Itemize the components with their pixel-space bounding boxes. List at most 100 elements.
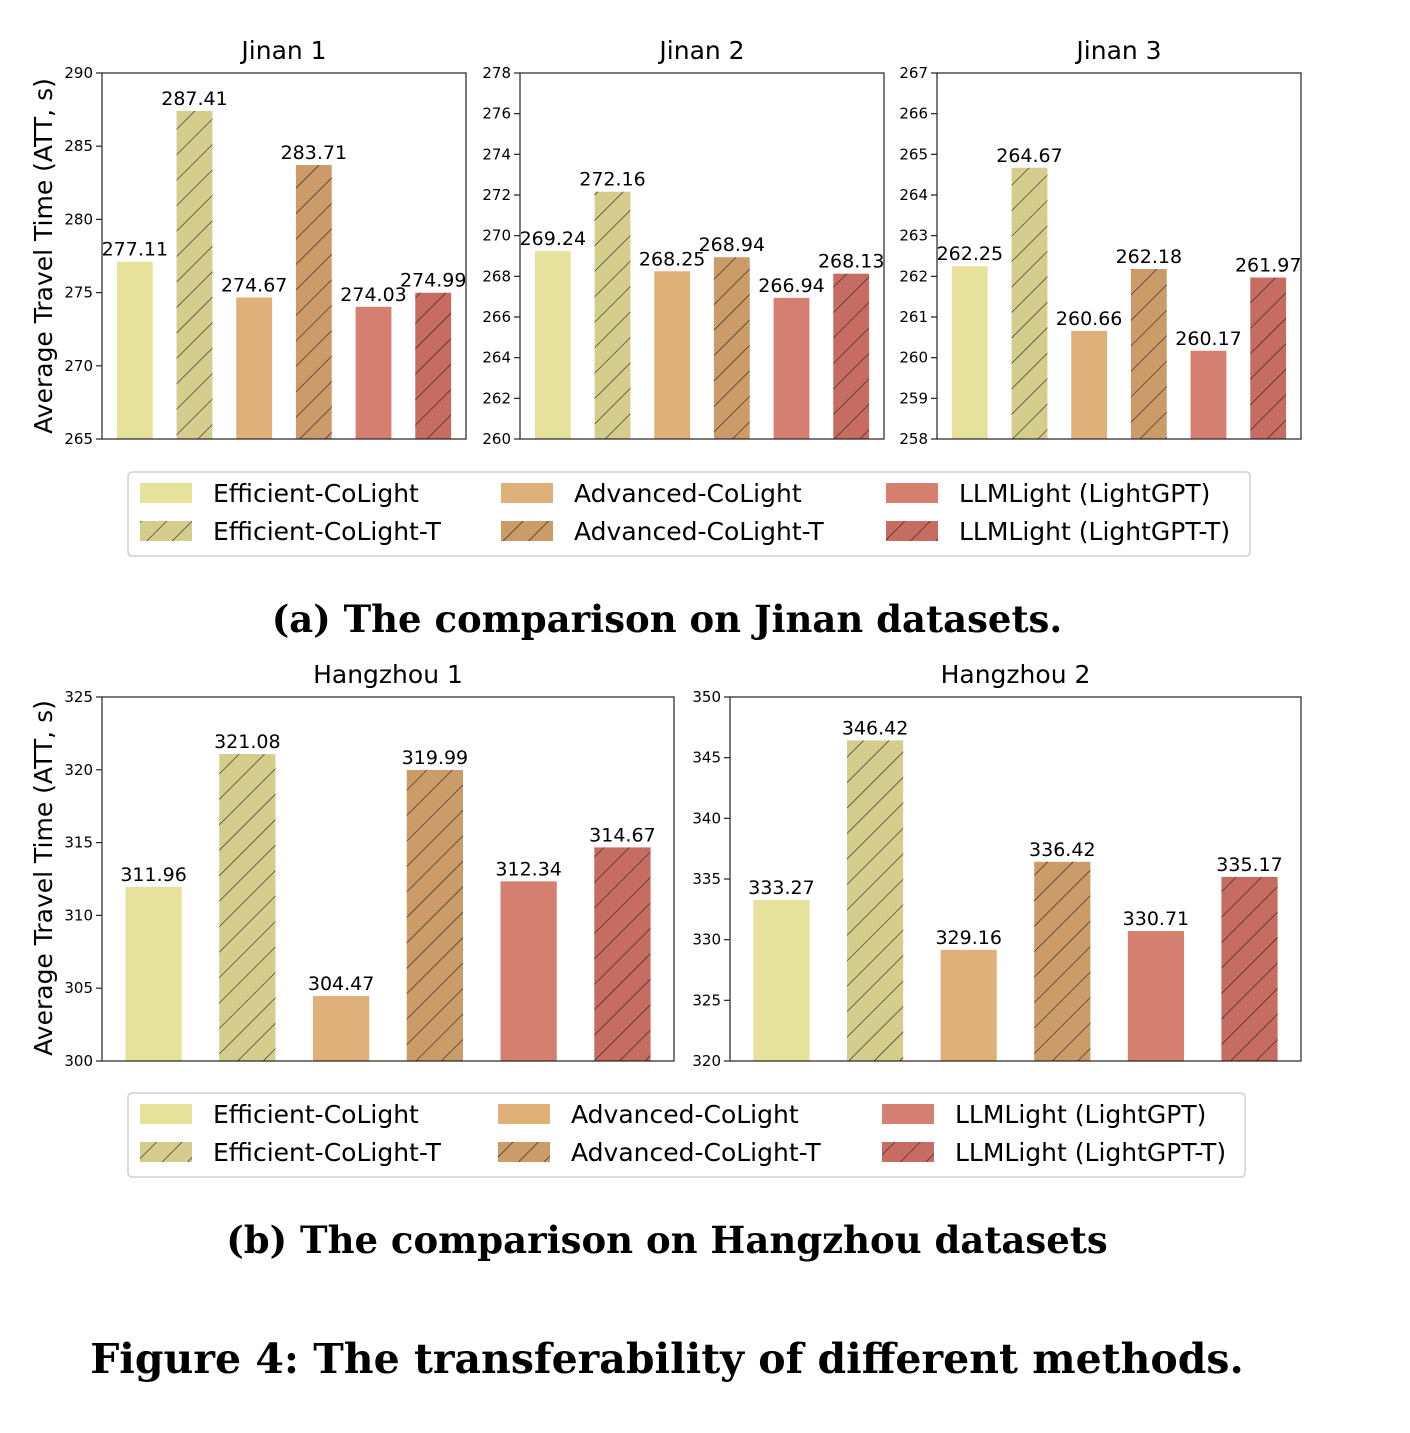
- bar-value-label: 274.67: [221, 274, 287, 296]
- legend-label: Efficient-CoLight-T: [213, 517, 442, 546]
- bar-value-label: 277.11: [102, 239, 168, 261]
- legend-frame: [127, 471, 1251, 557]
- legend-item: Efficient-CoLight-T: [140, 517, 442, 546]
- y-tick-label: 265: [899, 145, 928, 163]
- legend-label: Advanced-CoLight-T: [574, 517, 824, 546]
- legend-swatch-hatch: [886, 521, 938, 541]
- y-tick-label: 345: [692, 749, 721, 767]
- bar-value-label: 260.17: [1175, 328, 1241, 350]
- bar-hatch: [415, 292, 452, 439]
- panel-title: Hangzhou 1: [313, 660, 463, 689]
- legend-frame: [127, 1092, 1246, 1178]
- legend-label: LLMLight (LightGPT): [959, 479, 1210, 508]
- bar: [654, 271, 691, 439]
- chart-panels: Jinan 1277.11287.41274.67283.71274.03274…: [64, 36, 1302, 1070]
- bar-value-label: 329.16: [935, 927, 1001, 949]
- bar-value-label: 314.67: [589, 824, 655, 846]
- bar-hatch: [176, 110, 213, 439]
- legend-swatch: [882, 1104, 934, 1124]
- legend-label: LLMLight (LightGPT-T): [959, 517, 1230, 546]
- bar-value-label: 262.18: [1116, 246, 1182, 268]
- panel-title: Jinan 2: [657, 36, 744, 65]
- y-tick-label: 320: [64, 761, 93, 779]
- y-tick-label: 270: [64, 357, 93, 375]
- bar-value-label: 311.96: [120, 864, 186, 886]
- legend-label: Efficient-CoLight-T: [213, 1138, 442, 1167]
- y-tick-label: 259: [899, 389, 928, 407]
- legend-item: Efficient-CoLight: [140, 479, 419, 508]
- bar: [116, 261, 153, 439]
- y-tick-label: 278: [482, 64, 511, 82]
- y-tick-label: 300: [64, 1052, 93, 1070]
- bar: [1127, 931, 1184, 1061]
- y-tick-label: 335: [692, 870, 721, 888]
- bar-value-label: 260.66: [1056, 308, 1122, 330]
- legend-label: Efficient-CoLight: [213, 1100, 419, 1129]
- y-tick-label: 280: [64, 210, 93, 228]
- chart-panel: Hangzhou 2 333.27 346.42 329.16 336.42 330.71…: [692, 660, 1302, 1070]
- bar: [125, 886, 182, 1061]
- legend-top: Efficient-CoLight Efficient-CoLight-T Adva…: [127, 471, 1251, 557]
- y-tick-label: 258: [899, 430, 928, 448]
- y-axis-label-bottom: Average Travel Time (ATT, s): [29, 700, 58, 1056]
- legend-item: Advanced-CoLight-T: [498, 1138, 821, 1167]
- bar-value-label: 319.99: [402, 747, 468, 769]
- y-tick-label: 340: [692, 809, 721, 827]
- figure-caption: Figure 4: The transferability of differe…: [90, 1335, 1244, 1383]
- legend-bottom: Efficient-CoLight Efficient-CoLight-T Adva…: [127, 1092, 1246, 1178]
- bar-value-label: 336.42: [1029, 839, 1095, 861]
- bar-hatch: [1034, 861, 1091, 1061]
- bar: [773, 297, 810, 439]
- legend-swatch: [886, 483, 938, 503]
- y-tick-label: 267: [899, 64, 928, 82]
- y-tick-label: 260: [482, 430, 511, 448]
- y-axis-label-top: Average Travel Time (ATT, s): [29, 78, 58, 434]
- bar-value-label: 261.97: [1235, 255, 1301, 277]
- legend-item: LLMLight (LightGPT-T): [882, 1138, 1226, 1167]
- bar-value-label: 274.99: [400, 270, 466, 292]
- legend-swatch-hatch: [140, 521, 192, 541]
- axes-frame: [101, 696, 675, 1062]
- legend-item: Efficient-CoLight-T: [140, 1138, 442, 1167]
- bar-hatch: [594, 191, 631, 439]
- bar-value-label: 264.67: [996, 145, 1062, 167]
- axes-frame: [101, 72, 467, 440]
- y-tick-label: 268: [482, 267, 511, 285]
- bar-value-label: 321.08: [214, 731, 280, 753]
- legend-swatch: [501, 483, 553, 503]
- bar-value-label: 268.94: [699, 234, 765, 256]
- bar-value-label: 304.47: [308, 973, 374, 995]
- panel-title: Jinan 1: [239, 36, 326, 65]
- legend-swatch-hatch: [498, 1142, 550, 1162]
- bar-hatch: [713, 257, 750, 439]
- y-tick-label: 266: [482, 308, 511, 326]
- bar-value-label: 269.24: [520, 228, 586, 250]
- y-tick-label: 310: [64, 906, 93, 924]
- legend-label: Advanced-CoLight-T: [571, 1138, 821, 1167]
- legend-item: Advanced-CoLight: [498, 1100, 799, 1129]
- chart-panel: Jinan 1 277.11 287.41 274.67 283.71 274.03274…: [64, 36, 467, 448]
- y-tick-label: 315: [64, 834, 93, 852]
- legend-item: Advanced-CoLight: [501, 479, 802, 508]
- bar: [753, 899, 810, 1061]
- bar-value-label: 262.25: [937, 243, 1003, 265]
- bar: [534, 251, 571, 439]
- y-tick-label: 275: [64, 284, 93, 302]
- legend-swatch-hatch: [140, 1142, 192, 1162]
- bar: [1071, 330, 1108, 439]
- bar-value-label: 268.13: [818, 251, 884, 273]
- bar-value-label: 266.94: [758, 275, 824, 297]
- legend-swatch: [140, 1104, 192, 1124]
- chart-panel: Jinan 2269.24272.16268.25268.94266.94268…: [482, 36, 885, 448]
- legend-item: LLMLight (LightGPT): [886, 479, 1210, 508]
- legend-item: Efficient-CoLight: [140, 1100, 419, 1129]
- bar-value-label: 312.34: [495, 858, 561, 880]
- bar: [312, 995, 370, 1061]
- y-tick-label: 261: [899, 308, 928, 326]
- bar: [940, 949, 997, 1061]
- y-tick-label: 325: [64, 688, 93, 706]
- y-tick-label: 266: [899, 105, 928, 123]
- legend-label: Advanced-CoLight: [571, 1100, 799, 1129]
- legend-label: LLMLight (LightGPT): [955, 1100, 1206, 1129]
